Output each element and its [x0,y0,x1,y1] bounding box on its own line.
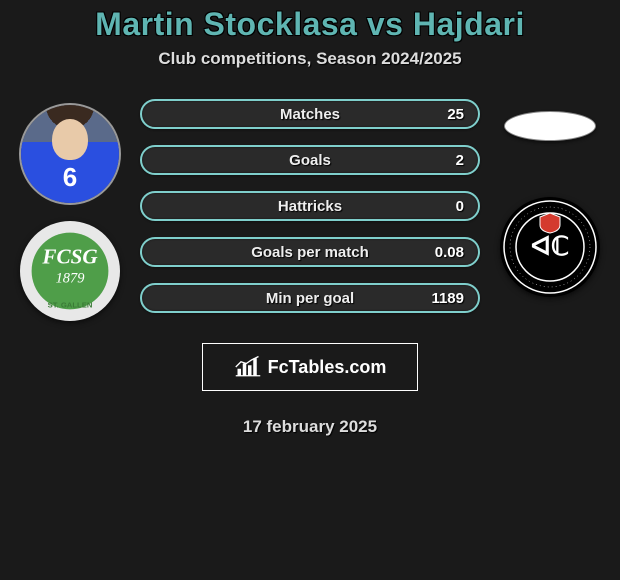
date-text: 17 february 2025 [243,417,377,437]
stat-row-mpg: Min per goal 1189 [140,283,480,313]
left-column: 6 FCSG 1879 ST. GALLEN [8,93,132,321]
stat-row-goals: Goals 2 [140,145,480,175]
stat-right-value: 0.08 [430,244,464,261]
right-player-avatar [504,111,596,141]
page-title: Martin Stocklasa vs Hajdari [0,6,620,43]
left-club-badge: FCSG 1879 ST. GALLEN [20,221,120,321]
brand-text: FcTables.com [268,357,387,378]
stat-label: Goals [190,152,430,169]
right-column: ᐊℂ [488,93,612,297]
stat-label: Matches [190,106,430,123]
stat-right-value: 25 [430,106,464,123]
stats-column: Matches 25 Goals 2 Hattricks 0 Goals per… [132,93,488,437]
svg-text:FCSG: FCSG [41,244,97,268]
left-shirt-number: 6 [21,162,119,193]
stat-label: Goals per match [190,244,430,261]
stat-right-value: 1189 [430,290,464,307]
svg-text:ST. GALLEN: ST. GALLEN [48,300,93,309]
stat-row-matches: Matches 25 [140,99,480,129]
stat-row-hattricks: Hattricks 0 [140,191,480,221]
bar-chart-icon [234,354,262,380]
left-player-avatar: 6 [19,103,121,205]
brand-box: FcTables.com [202,343,418,391]
stat-right-value: 0 [430,198,464,215]
lugano-badge-icon: ᐊℂ [500,197,600,297]
svg-text:1879: 1879 [56,271,85,287]
fcsg-badge-icon: FCSG 1879 ST. GALLEN [22,223,118,319]
stat-row-gpm: Goals per match 0.08 [140,237,480,267]
stat-right-value: 2 [430,152,464,169]
stat-label: Min per goal [190,290,430,307]
svg-text:ᐊℂ: ᐊℂ [531,232,569,261]
stat-label: Hattricks [190,198,430,215]
subtitle: Club competitions, Season 2024/2025 [0,49,620,69]
right-club-badge: ᐊℂ [500,197,600,297]
